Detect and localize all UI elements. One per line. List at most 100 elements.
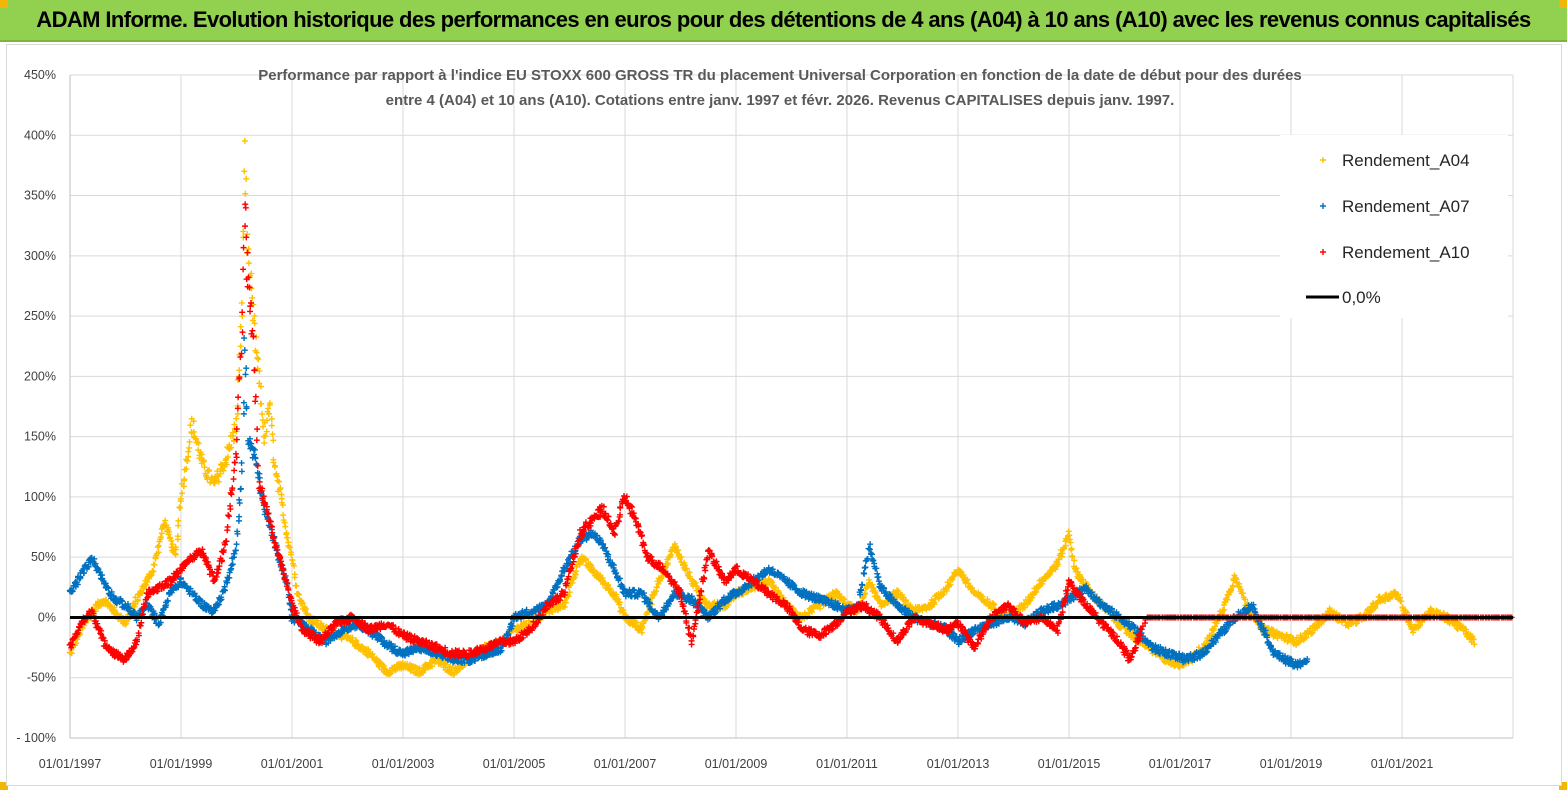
data-point [817, 605, 824, 612]
data-point [416, 671, 423, 678]
data-point [291, 574, 298, 581]
data-point [616, 599, 623, 606]
data-point [237, 485, 244, 492]
data-point [380, 663, 387, 670]
data-point [237, 323, 244, 330]
data-point [562, 599, 569, 606]
data-point [223, 461, 230, 468]
data-point [674, 547, 681, 554]
data-point [251, 320, 258, 327]
data-point [96, 568, 103, 575]
data-point [256, 368, 263, 375]
data-point [1372, 603, 1379, 610]
data-point [200, 458, 207, 465]
data-point [404, 660, 411, 667]
data-point [1410, 629, 1417, 636]
data-point [183, 465, 190, 472]
data-point [240, 410, 247, 417]
data-point [264, 417, 271, 424]
data-point [287, 549, 294, 556]
data-point [215, 478, 222, 485]
data-point [231, 459, 238, 466]
data-point [1395, 591, 1402, 598]
data-point [638, 629, 645, 636]
data-point [655, 580, 662, 587]
data-point [588, 562, 595, 569]
data-point [227, 502, 234, 509]
data-point [968, 584, 975, 591]
data-point [239, 329, 246, 336]
data-point [230, 438, 237, 445]
axes: - 100%-50%0%50%100%150%200%250%300%350%4… [16, 68, 1513, 771]
data-point [257, 383, 264, 390]
data-point [1068, 546, 1075, 553]
data-point [157, 536, 164, 543]
data-point [431, 659, 438, 666]
data-point [862, 564, 869, 571]
data-point [1236, 580, 1243, 587]
y-tick-label: 300% [24, 249, 56, 263]
x-tick-label: 01/01/2005 [483, 757, 546, 771]
data-point [1232, 574, 1239, 581]
data-point [1054, 561, 1061, 568]
data-point [1274, 635, 1281, 642]
data-point [231, 467, 238, 474]
data-point [681, 562, 688, 569]
x-tick-label: 01/01/2013 [927, 757, 990, 771]
data-point [270, 437, 277, 444]
data-point [441, 660, 448, 667]
data-point [447, 663, 454, 670]
data-point [405, 664, 412, 671]
data-point [369, 650, 376, 657]
data-point [1367, 609, 1374, 616]
data-point [1353, 620, 1360, 627]
data-point [277, 484, 284, 491]
data-point [964, 576, 971, 583]
data-point [615, 596, 622, 603]
data-point [238, 299, 245, 306]
data-point [270, 459, 277, 466]
data-point [260, 423, 267, 430]
data-point [224, 454, 231, 461]
data-point [232, 450, 239, 457]
data-point [928, 603, 935, 610]
data-point [666, 553, 673, 560]
data-point [204, 476, 211, 483]
data-point [234, 410, 241, 417]
data-point [386, 671, 393, 678]
data-point [280, 512, 287, 519]
data-point [582, 557, 589, 564]
data-point [230, 476, 237, 483]
data-point [620, 607, 627, 614]
data-point [1055, 556, 1062, 563]
data-point [175, 522, 182, 529]
data-point [134, 596, 141, 603]
data-point [155, 542, 162, 549]
x-tick-label: 01/01/2017 [1149, 757, 1212, 771]
x-tick-label: 01/01/2015 [1038, 757, 1101, 771]
data-point [278, 499, 285, 506]
data-point [893, 587, 900, 594]
x-tick-label: 01/01/2009 [705, 757, 768, 771]
y-tick-label: 200% [24, 369, 56, 383]
data-point [158, 530, 165, 537]
data-point [1071, 557, 1078, 564]
data-point [653, 584, 660, 591]
data-point [239, 309, 246, 316]
data-point [265, 410, 272, 417]
x-tick-label: 01/01/2001 [261, 757, 324, 771]
data-point [241, 168, 248, 175]
data-point [154, 543, 161, 550]
data-point [198, 451, 205, 458]
data-point [263, 428, 270, 435]
data-point [667, 551, 674, 558]
data-point [1283, 632, 1290, 639]
data-point [949, 576, 956, 583]
data-point [235, 517, 242, 524]
data-point [220, 467, 227, 474]
data-point [252, 398, 259, 405]
data-point [269, 431, 276, 438]
data-point [633, 619, 640, 626]
x-tick-label: 01/01/2003 [372, 757, 435, 771]
